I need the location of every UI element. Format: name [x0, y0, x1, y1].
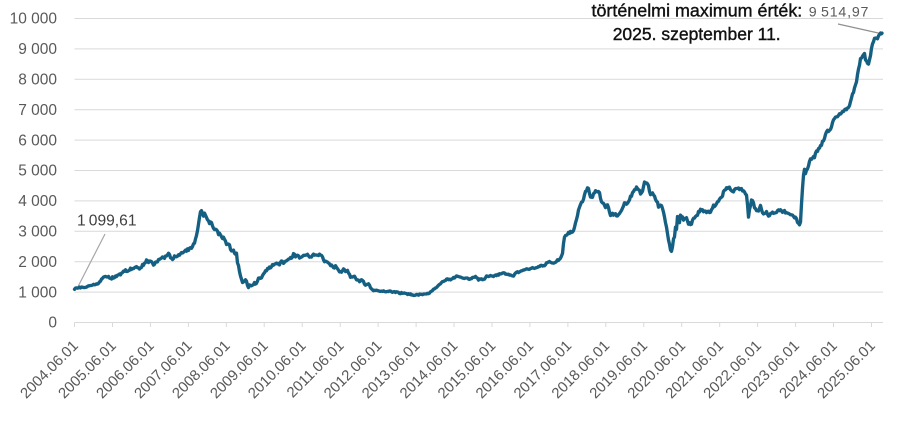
svg-text:6 000: 6 000 [18, 132, 57, 149]
svg-text:történelmi maximum érték:: történelmi maximum érték: [592, 1, 803, 21]
svg-text:3 000: 3 000 [18, 224, 57, 241]
svg-text:7 000: 7 000 [18, 102, 57, 119]
svg-text:2 000: 2 000 [18, 254, 57, 271]
svg-text:1 000: 1 000 [18, 284, 57, 301]
svg-text:8 000: 8 000 [18, 72, 57, 89]
svg-text:9 000: 9 000 [18, 41, 57, 58]
svg-text:5 000: 5 000 [18, 163, 57, 180]
svg-text:2025. szeptember 11.: 2025. szeptember 11. [613, 24, 781, 44]
svg-text:9 514,97: 9 514,97 [809, 5, 870, 21]
svg-text:10 000: 10 000 [10, 11, 58, 28]
svg-text:4 000: 4 000 [18, 193, 57, 210]
svg-text:0: 0 [48, 315, 57, 332]
svg-text:1 099,61: 1 099,61 [77, 213, 137, 230]
